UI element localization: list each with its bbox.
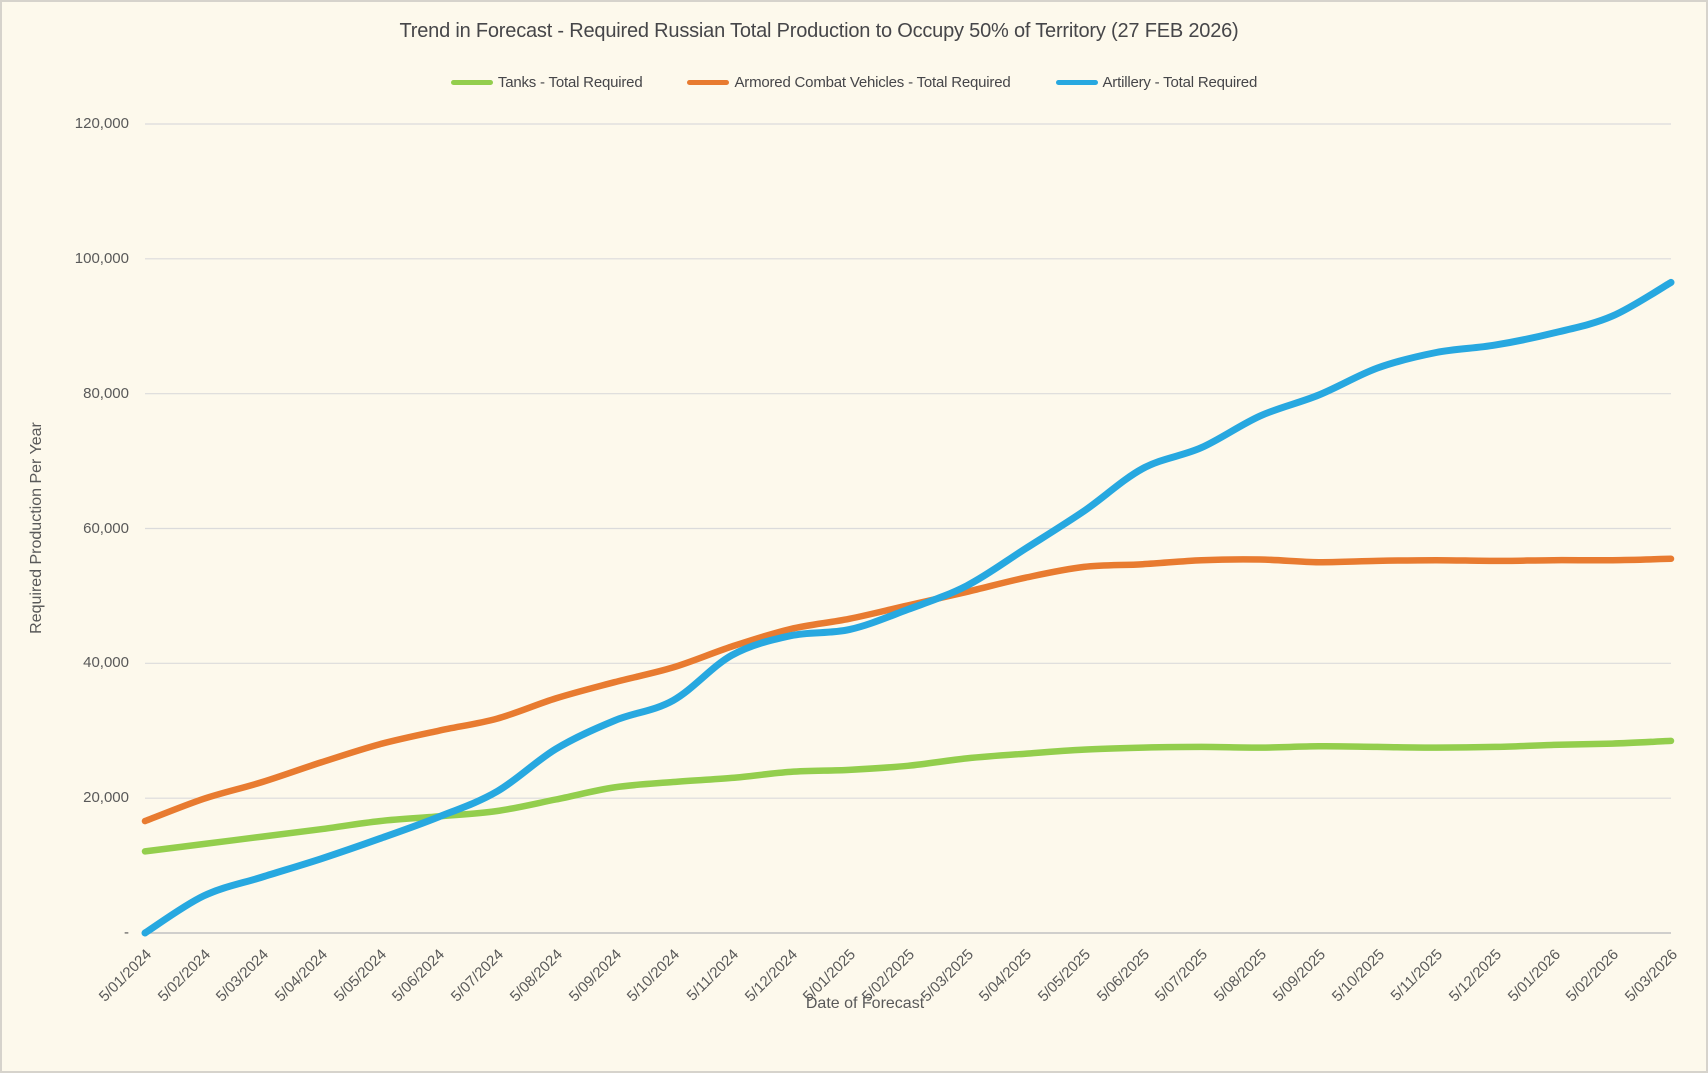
legend-item-acv: Armored Combat Vehicles - Total Required xyxy=(687,74,1011,91)
chart-title: Trend in Forecast - Required Russian Tot… xyxy=(399,20,1239,42)
legend-label-tanks: Tanks - Total Required xyxy=(497,74,643,91)
tanks-line-swatch-icon xyxy=(450,80,493,85)
legend-label-artillery: Artillery - Total Required xyxy=(1102,74,1258,91)
y-axis-label: 120,000 xyxy=(74,115,129,132)
y-axis-label: 80,000 xyxy=(83,385,129,402)
legend-item-tanks: Tanks - Total Required xyxy=(450,74,643,91)
series-line-2 xyxy=(141,278,1675,937)
legend-item-artillery: Artillery - Total Required xyxy=(1055,74,1258,91)
series-line-0 xyxy=(141,737,1675,855)
y-axis-label: - xyxy=(124,924,129,941)
acv-line-swatch-icon xyxy=(687,80,730,85)
artillery-line-swatch-icon xyxy=(1055,80,1098,85)
y-axis-label: 60,000 xyxy=(83,520,129,537)
legend: Tanks - Total Required Armored Combat Ve… xyxy=(2,74,1706,91)
y-axis-label: 100,000 xyxy=(74,250,129,267)
legend-label-acv: Armored Combat Vehicles - Total Required xyxy=(734,74,1011,91)
series-line-1 xyxy=(141,555,1675,825)
y-axis-label: 20,000 xyxy=(83,789,129,806)
y-axis-label: 40,000 xyxy=(83,654,129,671)
x-axis-title: Date of Forecast xyxy=(805,995,925,1012)
